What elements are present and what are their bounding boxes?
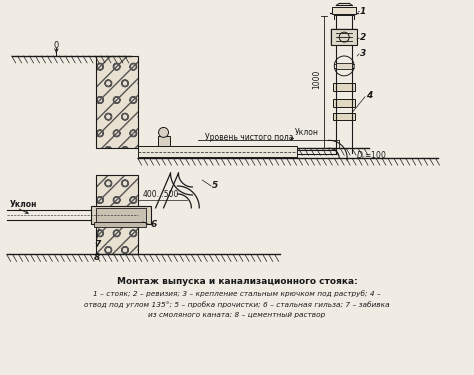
Text: Уровень чистого пола: Уровень чистого пола	[205, 133, 294, 142]
Bar	[332, 8, 356, 14]
Text: Уклон: Уклон	[294, 128, 319, 137]
Bar	[96, 175, 138, 255]
Text: 1000: 1000	[312, 70, 321, 90]
Bar	[96, 175, 138, 255]
Bar	[331, 29, 357, 45]
Text: отвод под углом 135°; 5 – пробка прочистки; 6 – стальная гильза; 7 – забивка: отвод под углом 135°; 5 – пробка прочист…	[84, 301, 390, 308]
Bar	[336, 63, 352, 69]
Text: Уклон: Уклон	[9, 200, 37, 209]
Text: 2: 2	[360, 33, 366, 42]
Text: $D_r$=100: $D_r$=100	[356, 150, 387, 162]
Bar	[94, 222, 146, 227]
Text: 7: 7	[94, 240, 100, 249]
Bar	[138, 146, 297, 157]
Bar	[331, 29, 357, 45]
Text: 1 – стояк; 2 – ревизия; 3 – крепление стальным крючком под раструб; 4 –: 1 – стояк; 2 – ревизия; 3 – крепление ст…	[93, 290, 381, 297]
Bar	[333, 83, 355, 91]
Text: из смоляного каната; 8 – цементный раствор: из смоляного каната; 8 – цементный раств…	[148, 312, 326, 318]
Text: 6: 6	[151, 220, 157, 229]
Text: 8: 8	[94, 253, 100, 262]
Bar	[91, 206, 151, 224]
Text: 3: 3	[360, 48, 366, 57]
Bar	[157, 136, 170, 146]
Text: 1: 1	[360, 7, 366, 16]
Bar	[96, 56, 138, 148]
Bar	[99, 210, 107, 220]
Bar	[333, 112, 355, 120]
Circle shape	[159, 128, 169, 137]
Bar	[332, 8, 356, 14]
Text: 0: 0	[54, 40, 59, 50]
Bar	[333, 99, 355, 106]
Bar	[96, 208, 146, 222]
Text: 400...500: 400...500	[143, 190, 179, 200]
Text: 4: 4	[366, 91, 372, 100]
Text: 5: 5	[212, 180, 219, 189]
Bar	[96, 56, 138, 148]
Text: Монтаж выпуска и канализационного стояка:: Монтаж выпуска и канализационного стояка…	[117, 278, 357, 286]
